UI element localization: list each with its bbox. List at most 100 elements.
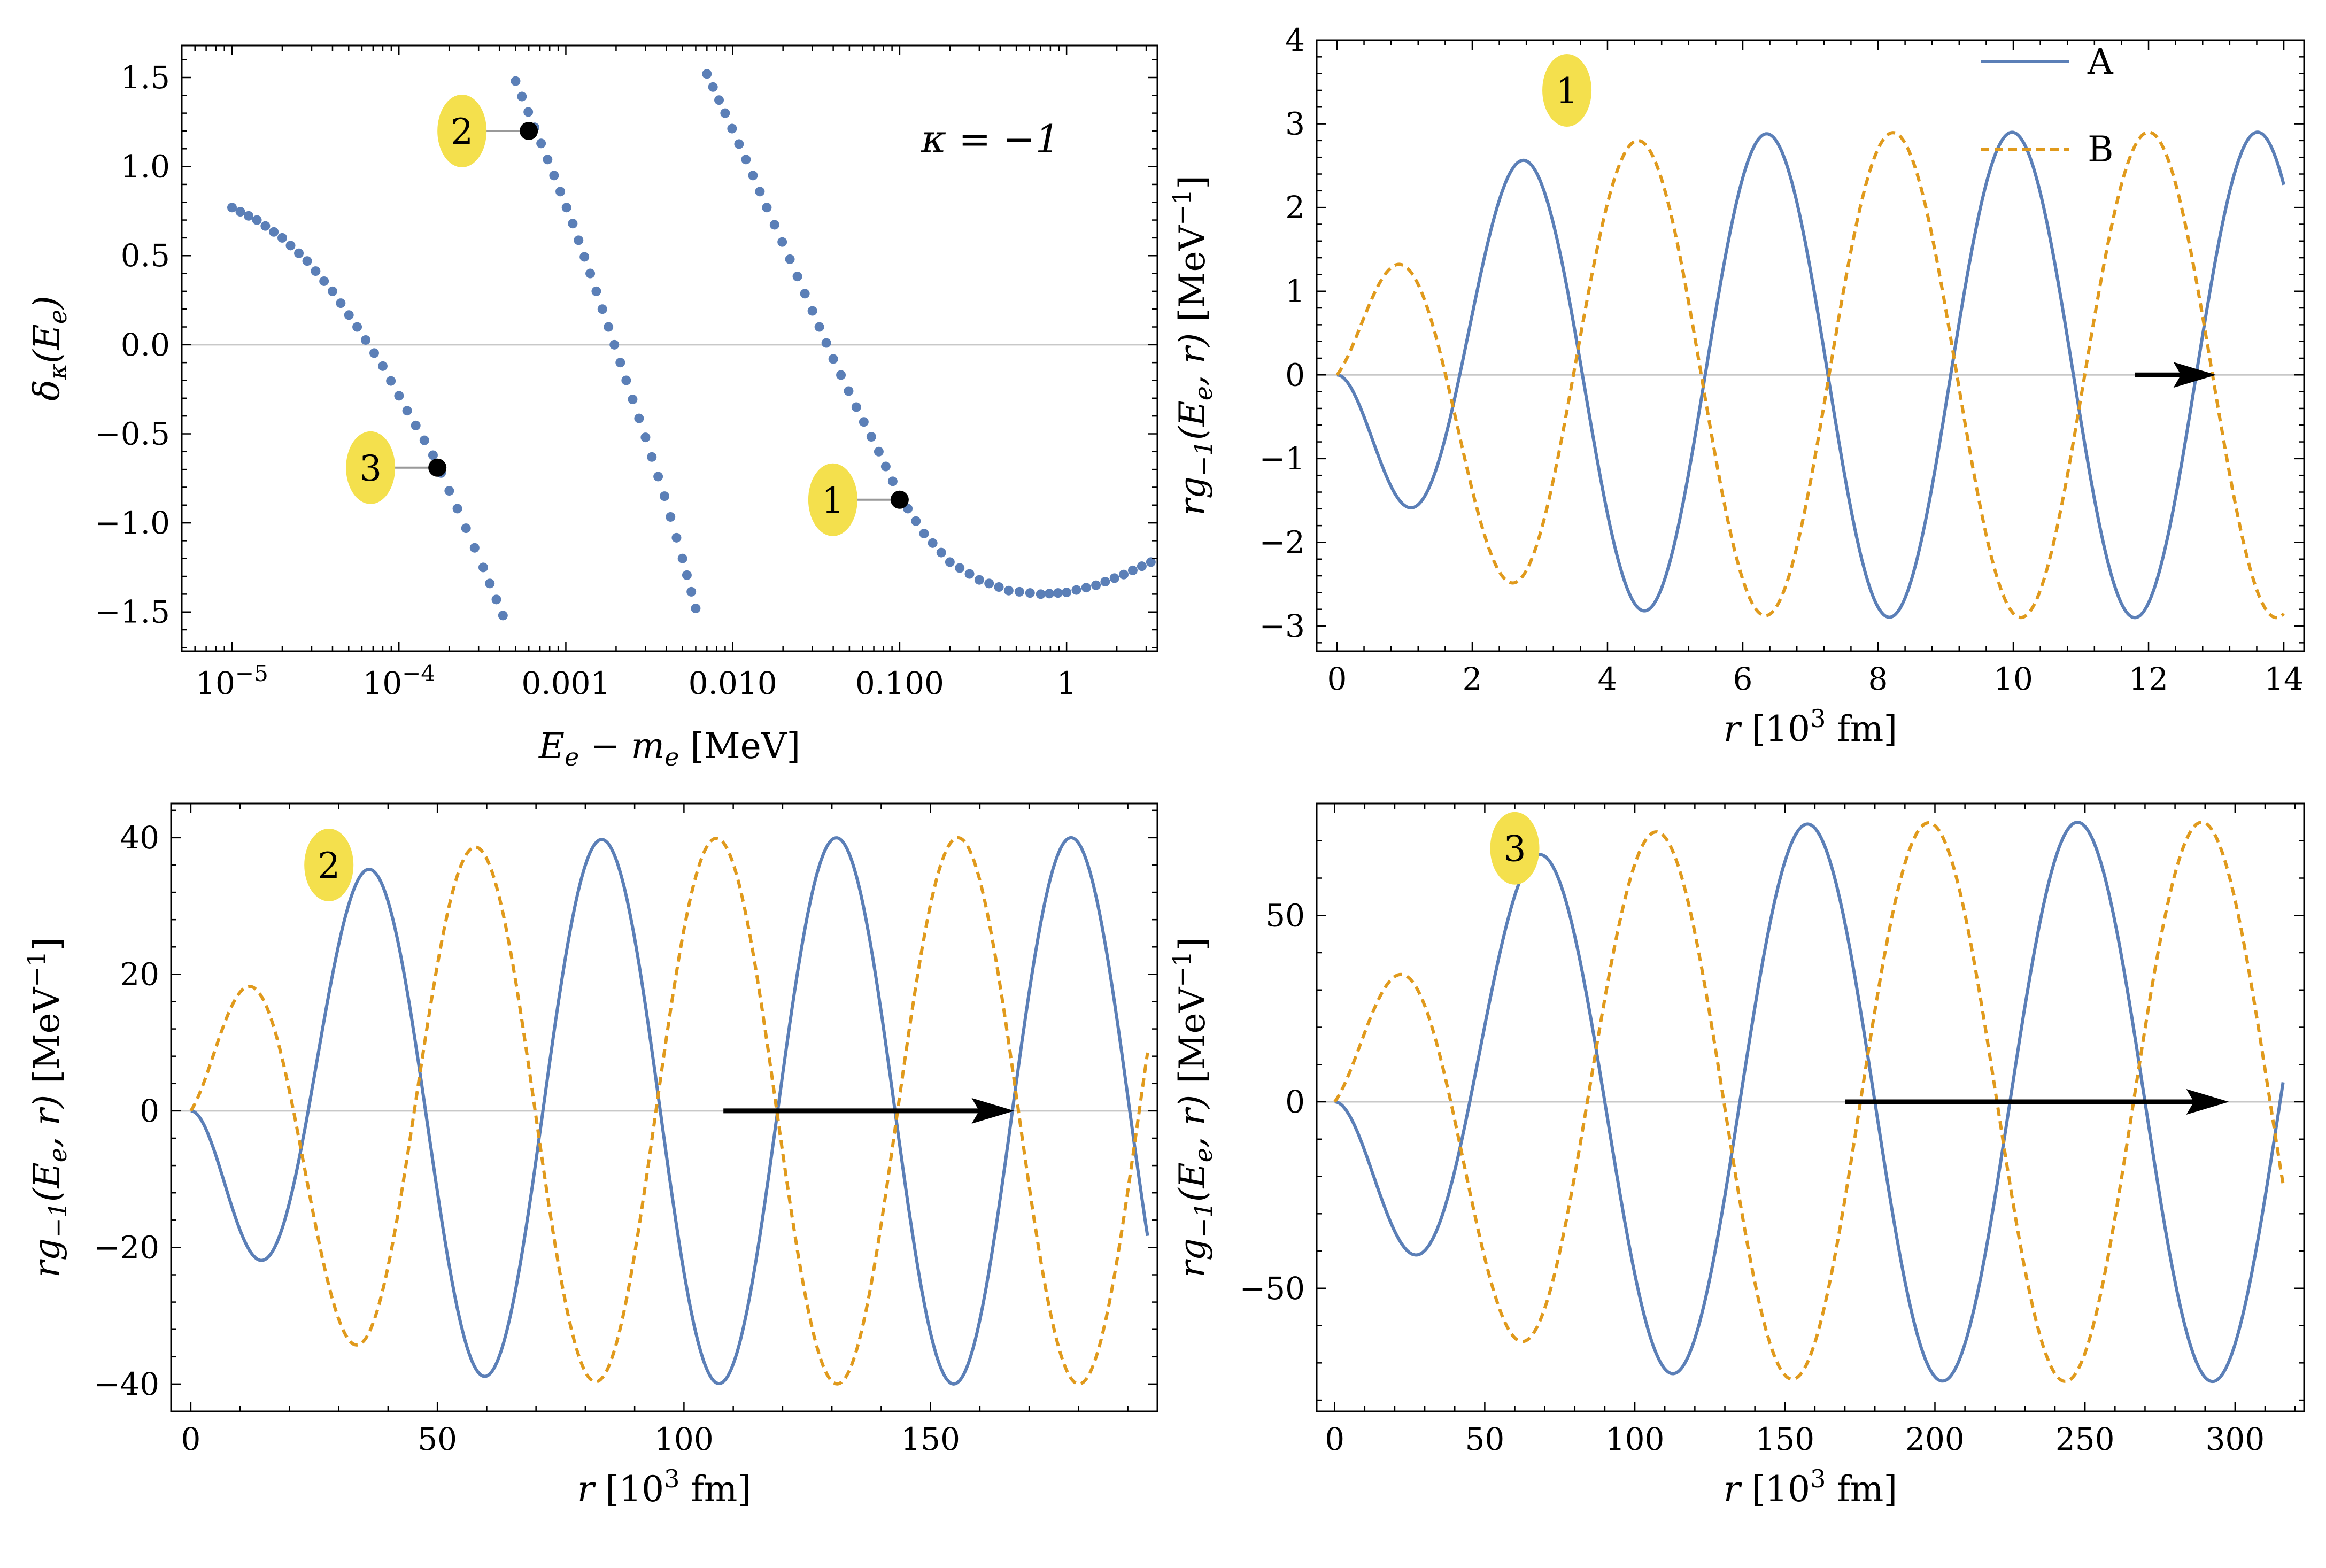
phase-shift-point (1081, 583, 1091, 593)
phase-shift-point (549, 171, 559, 181)
y-tick-label: 1.5 (121, 59, 170, 96)
phase-shift-point (621, 375, 631, 385)
phase-shift-point (1036, 589, 1046, 599)
phase-shift-point (647, 452, 657, 462)
phase-shift-point (836, 370, 846, 380)
phase-shift-point (828, 354, 838, 364)
y-tick-label: 0 (140, 1093, 159, 1129)
x-tick-label: 0 (181, 1421, 200, 1457)
phase-shift-point (285, 241, 296, 251)
phase-shift-point (555, 187, 566, 197)
phase-shift-point (1062, 588, 1072, 598)
series-a-curve (1336, 130, 2285, 620)
phase-shift-point (708, 82, 718, 92)
shift-arrow-head (971, 1098, 1015, 1124)
phase-shift-point (994, 582, 1004, 592)
phase-shift-point (419, 435, 429, 445)
marker-point-1 (890, 490, 909, 509)
phase-shift-point (984, 578, 994, 589)
phase-shift-point (874, 446, 884, 457)
phase-shift-point (1100, 577, 1110, 587)
y-axis-label: rg−1(Ee, r) [MeV−1] (1168, 175, 1218, 516)
badge-label: 1 (822, 480, 844, 521)
phase-shift-point (478, 562, 488, 573)
y-tick-label: 0.0 (121, 327, 170, 363)
panel-wavefunction-2: 0 50 100 150 −40 −20 0 20 40 2 r [103 fm] rg−1(Ee, … (22, 802, 1158, 1510)
x-axis-label: Ee − me [MeV] (538, 725, 800, 771)
phase-shift-point (911, 516, 921, 526)
phase-shift-point (1014, 586, 1024, 597)
y-tick-label: 2 (1285, 189, 1305, 226)
phase-shift-point (1119, 569, 1129, 580)
y-tick-label: −2 (1259, 524, 1305, 560)
y-tick-label: −40 (94, 1366, 159, 1402)
badge-ellipse (1490, 812, 1540, 885)
phase-shift-point (814, 322, 824, 332)
badge-label: 2 (318, 845, 340, 886)
series-b-curve (189, 836, 1149, 1386)
y-tick-label: 1.0 (121, 149, 170, 185)
badge-label: 3 (359, 448, 382, 489)
phase-shift-point (671, 532, 682, 543)
x-tick-label: 100 (654, 1421, 714, 1457)
badge-label: 3 (1504, 829, 1526, 870)
phase-shift-point (591, 286, 601, 296)
phase-shift-point (945, 557, 955, 567)
phase-shift-point (574, 235, 584, 245)
y-tick-label: 0 (1285, 357, 1305, 393)
phase-shift-point (955, 563, 965, 573)
x-tick-label: 300 (2206, 1421, 2265, 1457)
shift-arrow-head (2186, 1089, 2229, 1115)
phase-shift-point (714, 95, 724, 105)
plot-frame (170, 802, 1158, 1412)
legend-label-b: B (2088, 129, 2114, 170)
x-tick-label: 2 (1463, 661, 1482, 697)
phase-shift-point (485, 578, 495, 589)
y-tick-label: 3 (1285, 106, 1305, 142)
x-tick-label: 100 (1605, 1421, 1665, 1457)
phase-shift-point (859, 417, 869, 427)
phase-shift-point (1071, 585, 1081, 595)
phase-shift-point (352, 322, 362, 332)
series-a-curve (1334, 821, 2285, 1384)
phase-shift-point (302, 256, 312, 266)
marker-point-3 (428, 458, 447, 477)
phase-shift-point (452, 504, 462, 514)
x-tick-label: 10−5 (196, 660, 268, 701)
phase-shift-point (755, 187, 765, 197)
phase-shift-point (377, 361, 388, 371)
phase-shift-point (821, 338, 831, 348)
phase-shift-point (260, 221, 271, 231)
plot-frame (1316, 802, 2305, 1412)
phase-shift-point (666, 512, 676, 522)
y-tick-label: −20 (94, 1229, 159, 1265)
x-tick-label: 200 (1905, 1421, 1965, 1457)
phase-shift-point (1091, 580, 1101, 590)
y-tick-label: −1.0 (95, 505, 170, 541)
phase-shift-point (741, 155, 751, 165)
phase-shift-point (928, 538, 938, 548)
phase-shift-point (597, 304, 607, 314)
phase-shift-point (769, 220, 779, 230)
phase-shift-point (628, 395, 638, 405)
phase-shift-point (964, 569, 975, 579)
phase-shift-point (604, 322, 614, 332)
phase-shift-point (844, 386, 854, 396)
phase-shift-point (543, 155, 553, 165)
y-tick-label: 40 (120, 820, 159, 856)
phase-shift-point (523, 107, 534, 117)
y-tick-label: 50 (1265, 897, 1305, 933)
y-tick-label: −1.5 (95, 594, 170, 630)
badge-ellipse (1542, 53, 1592, 127)
phase-shift-point (1044, 589, 1054, 599)
phase-shift-point (579, 252, 590, 262)
phase-shift-point (609, 339, 620, 350)
phase-shift-point (369, 348, 379, 358)
badge-ellipse (346, 431, 396, 504)
y-tick-label: −3 (1259, 608, 1305, 644)
y-tick-label: 1 (1285, 273, 1305, 310)
phase-shift-point (585, 268, 596, 279)
phase-shift-point (720, 108, 730, 118)
phase-shift-point (402, 406, 412, 416)
